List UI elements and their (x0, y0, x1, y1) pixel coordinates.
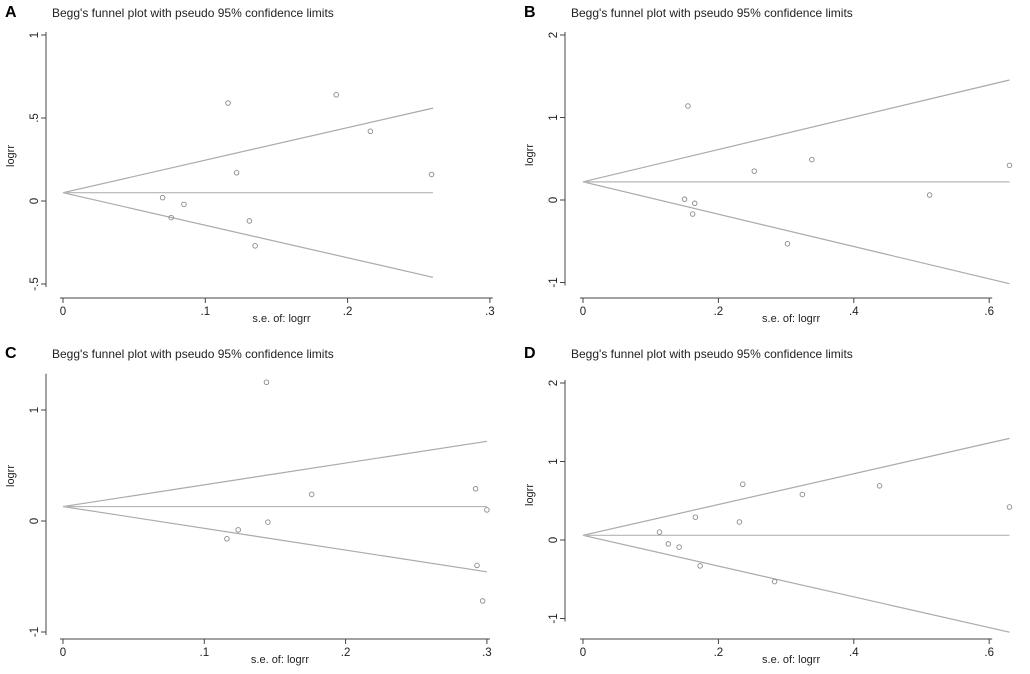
study-point (367, 128, 374, 135)
study-point (479, 598, 486, 604)
study-point (235, 527, 241, 533)
x-tick-label: 0 (60, 647, 66, 659)
y-axis-title: logrr (524, 484, 536, 506)
funnel-panel-c: C Begg's funnel plot with pseudo 95% conf… (5, 345, 492, 666)
panel-letter: C (5, 345, 17, 362)
study-point (736, 519, 743, 525)
study-point (168, 214, 174, 221)
study-point (876, 483, 883, 489)
x-tick-label: .1 (201, 306, 211, 318)
y-tick-label: 2 (548, 380, 560, 386)
study-point (809, 156, 815, 163)
study-point (1006, 504, 1013, 510)
study-point (697, 563, 703, 569)
study-point (799, 491, 806, 498)
study-point (926, 192, 933, 198)
lower-confidence-limit (582, 534, 1010, 633)
y-tick-label: 0 (548, 197, 560, 203)
x-tick-label: 0 (60, 306, 66, 318)
study-point (308, 491, 315, 498)
x-tick-label: .2 (341, 647, 351, 659)
x-tick-label: .6 (984, 306, 994, 318)
study-point (656, 529, 663, 535)
plot-title: Begg's funnel plot with pseudo 95% confi… (571, 347, 853, 361)
funnel-panel-a: A Begg's funnel plot with pseudo 95% conf… (5, 4, 495, 325)
study-point (265, 519, 271, 525)
study-point (685, 103, 691, 109)
y-tick-label: 0 (29, 198, 41, 204)
x-tick-label: .3 (482, 647, 492, 659)
x-tick-label: .4 (849, 647, 859, 659)
funnel-panel-d: D Begg's funnel plot with pseudo 95% conf… (524, 345, 1013, 666)
y-axis-title: logrr (524, 144, 536, 166)
x-tick-label: 0 (580, 306, 586, 318)
x-tick-label: .2 (714, 306, 724, 318)
x-axis-title: s.e. of: logrr (252, 313, 310, 325)
lower-confidence-limit (62, 192, 434, 278)
study-point (263, 379, 270, 386)
study-point (740, 481, 746, 488)
study-point (181, 201, 187, 208)
study-point (159, 194, 166, 201)
study-point (472, 486, 479, 492)
study-point (784, 240, 791, 247)
study-point (691, 200, 698, 207)
x-tick-label: .1 (200, 647, 210, 659)
plot-title: Begg's funnel plot with pseudo 95% confi… (571, 6, 853, 20)
study-point (692, 514, 699, 520)
panel-letter: D (524, 345, 536, 362)
upper-confidence-limit (62, 107, 434, 194)
y-tick-label: -1 (29, 627, 41, 637)
y-axis-title: logrr (5, 465, 17, 487)
panel-letter: B (524, 4, 536, 21)
study-point (233, 170, 240, 176)
study-point (474, 562, 480, 569)
study-point (246, 218, 253, 224)
study-point (484, 507, 490, 513)
plot-title: Begg's funnel plot with pseudo 95% confi… (52, 347, 334, 361)
x-axis-title: s.e. of: logrr (762, 654, 820, 666)
study-point (333, 92, 339, 98)
study-point (252, 243, 258, 249)
x-tick-label: .2 (343, 306, 353, 318)
y-tick-label: -1 (548, 277, 560, 287)
y-axis-title: logrr (5, 145, 17, 167)
y-tick-label: 1 (548, 458, 560, 464)
y-tick-label: -1 (548, 613, 560, 623)
x-tick-label: .2 (714, 647, 724, 659)
study-point (1006, 162, 1013, 169)
y-tick-label: 1 (548, 114, 560, 120)
x-tick-label: .4 (849, 306, 859, 318)
x-axis-title: s.e. of: logrr (762, 313, 820, 325)
y-tick-label: .5 (29, 113, 41, 123)
upper-confidence-limit (582, 437, 1010, 536)
panel-letter: A (5, 4, 17, 21)
y-tick-label: -.5 (29, 277, 41, 290)
y-tick-label: 0 (29, 518, 41, 524)
lower-confidence-limit (62, 505, 487, 573)
lower-confidence-limit (582, 181, 1010, 285)
study-point (676, 544, 682, 550)
study-point (665, 541, 672, 547)
y-tick-label: 1 (29, 32, 41, 38)
study-point (224, 536, 230, 542)
y-tick-label: 1 (29, 407, 41, 413)
x-tick-label: .6 (984, 647, 994, 659)
upper-confidence-limit (582, 79, 1010, 183)
funnel-panel-b: B Begg's funnel plot with pseudo 95% conf… (524, 4, 1013, 325)
study-point (681, 196, 688, 202)
plot-title: Begg's funnel plot with pseudo 95% confi… (52, 6, 334, 20)
x-tick-label: 0 (580, 647, 586, 659)
x-tick-label: .3 (485, 306, 495, 318)
study-point (751, 168, 758, 174)
study-point (689, 211, 696, 217)
study-point (225, 100, 231, 106)
y-tick-label: 0 (548, 537, 560, 543)
upper-confidence-limit (62, 440, 487, 508)
x-axis-title: s.e. of: logrr (251, 654, 309, 666)
y-tick-label: 2 (548, 32, 560, 38)
study-point (771, 578, 778, 585)
study-point (428, 171, 435, 178)
